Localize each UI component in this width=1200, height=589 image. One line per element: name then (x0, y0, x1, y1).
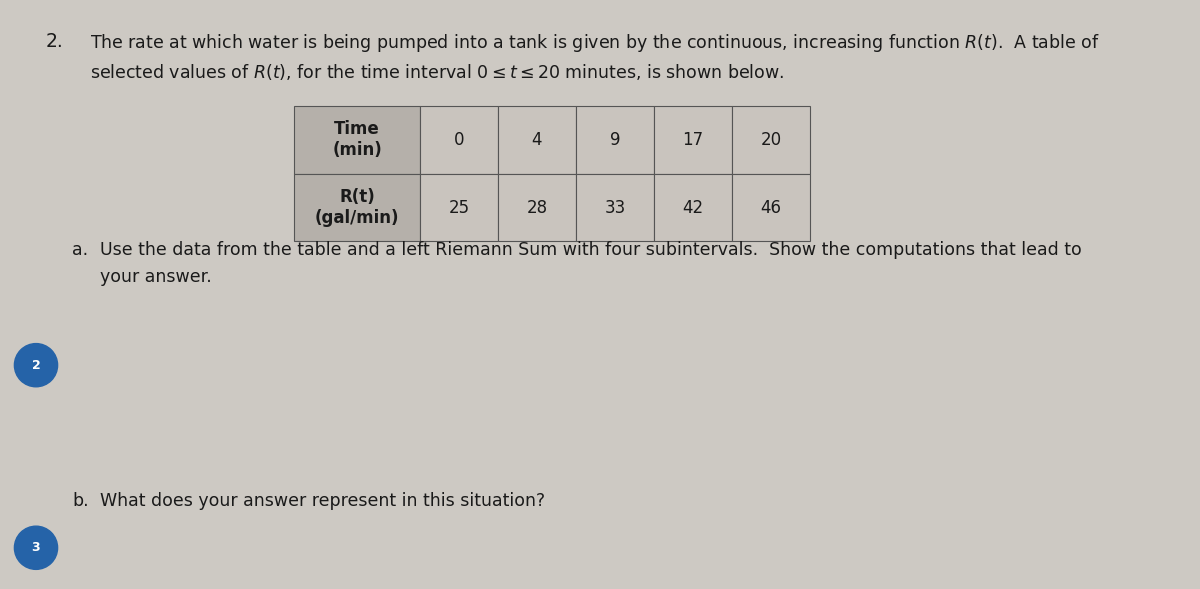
Bar (732, 106, 810, 174)
Text: 17: 17 (683, 131, 703, 149)
Text: 25: 25 (449, 198, 469, 217)
Text: your answer.: your answer. (100, 268, 211, 286)
Bar (420, 106, 498, 174)
Text: R(t)
(gal/min): R(t) (gal/min) (314, 188, 400, 227)
Bar (654, 106, 732, 174)
Bar (654, 174, 732, 241)
Text: 0: 0 (454, 131, 464, 149)
Bar (498, 106, 576, 174)
Text: 33: 33 (605, 198, 625, 217)
Bar (294, 106, 420, 174)
Text: 28: 28 (527, 198, 547, 217)
Text: 20: 20 (761, 131, 781, 149)
Text: 3: 3 (31, 541, 41, 554)
Bar (498, 174, 576, 241)
Text: b.: b. (72, 492, 89, 510)
Bar (576, 106, 654, 174)
Text: What does your answer represent in this situation?: What does your answer represent in this … (100, 492, 545, 510)
Text: 4: 4 (532, 131, 542, 149)
Bar (420, 174, 498, 241)
Text: 9: 9 (610, 131, 620, 149)
Text: 2: 2 (31, 359, 41, 372)
Text: Time
(min): Time (min) (332, 121, 382, 159)
Text: a.: a. (72, 241, 88, 260)
Bar (294, 174, 420, 241)
Text: Use the data from the table and a left Riemann Sum with four subintervals.  Show: Use the data from the table and a left R… (100, 241, 1081, 260)
Ellipse shape (14, 526, 58, 570)
Text: 42: 42 (683, 198, 703, 217)
Text: selected values of $R(t)$, for the time interval $0 \leq t \leq 20$ minutes, is : selected values of $R(t)$, for the time … (90, 62, 784, 82)
Bar (576, 174, 654, 241)
Text: 2.: 2. (46, 32, 64, 51)
Bar (732, 174, 810, 241)
Ellipse shape (14, 343, 58, 387)
Text: 46: 46 (761, 198, 781, 217)
Text: The rate at which water is being pumped into a tank is given by the continuous, : The rate at which water is being pumped … (90, 32, 1099, 54)
